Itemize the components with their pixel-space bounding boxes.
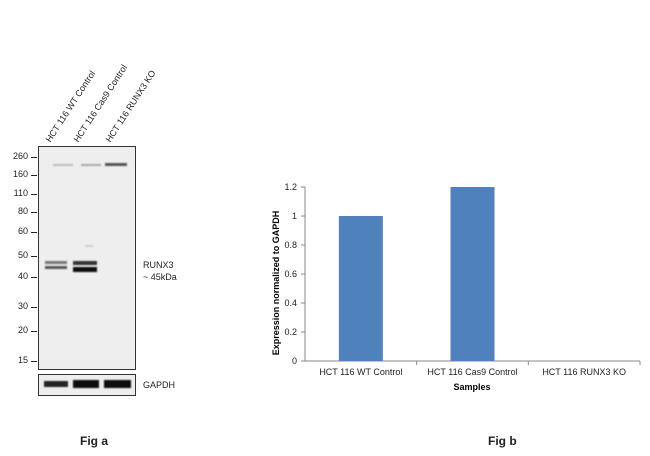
gapdh-label: GAPDH: [143, 380, 176, 390]
y-axis-label: Expression normalized to GAPDH: [271, 211, 281, 356]
mw-marker-40: 40: [17, 271, 28, 281]
band-high-mw-lane3: [105, 163, 127, 166]
lane-label-cas9-control: HCT 116 Cas9 Control: [71, 62, 130, 144]
bar-2: [450, 187, 495, 361]
mw-marker-60: 60: [17, 226, 28, 236]
chart-x-tick-labels: HCT 116 WT Control HCT 116 Cas9 Control HC…: [319, 367, 626, 377]
mw-tick-160: [31, 175, 37, 176]
mw-marker-110: 110: [13, 188, 28, 198]
chart-y-tick-labels: 0 0.2 0.4 0.6 0.8 1 1.2: [284, 182, 297, 366]
band-runx3-lower-lane1: [45, 266, 67, 269]
x-tick-label: HCT 116 RUNX3 KO: [542, 367, 626, 377]
mw-marker-15: 15: [17, 355, 28, 365]
mw-tick-40: [31, 277, 37, 278]
runx3-target-size: ~ 45kDa: [143, 272, 177, 282]
x-tick-label: HCT 116 Cas9 Control: [427, 367, 517, 377]
mw-tick-60: [31, 232, 37, 233]
gapdh-blot-bands: [44, 380, 131, 388]
mw-marker-20: 20: [17, 325, 28, 335]
band-runx3-lower-lane2: [73, 267, 97, 272]
band-gapdh-lane1: [44, 381, 68, 387]
lane-label-wt-control: HCT 116 WT Control: [43, 68, 98, 144]
mw-tick-80: [31, 212, 37, 213]
runx3-blot-bands: [45, 163, 127, 272]
runx3-target-label: RUNX3: [143, 260, 174, 270]
band-runx3-upper-lane1: [45, 261, 67, 264]
bar-1: [338, 216, 383, 361]
mw-tick-30: [31, 307, 37, 308]
y-tick-label: 0.2: [284, 327, 297, 337]
band-runx3-upper-lane2: [73, 261, 97, 265]
mw-marker-260: 260: [12, 151, 28, 161]
runx3-blot: [38, 146, 136, 370]
mw-tick-50: [31, 256, 37, 257]
mw-marker-80: 80: [17, 206, 28, 216]
mw-marker-30: 30: [17, 301, 28, 311]
chart-axes: [301, 186, 641, 365]
y-tick-label: 0.6: [284, 269, 297, 279]
y-tick-label: 0: [292, 356, 297, 366]
mw-tick-110: [31, 194, 37, 195]
band-gapdh-lane2: [73, 380, 99, 388]
band-gapdh-lane3: [104, 380, 131, 388]
fig-b-label: Fig b: [488, 434, 517, 448]
chart-bars: [338, 187, 495, 361]
band-high-mw-lane1: [53, 164, 73, 166]
band-faint-lane2: [85, 245, 93, 247]
mw-marker-50: 50: [17, 250, 28, 260]
mw-tick-15: [31, 361, 37, 362]
mw-tick-260: [31, 157, 37, 158]
y-tick-label: 0.4: [284, 298, 297, 308]
gapdh-blot: [38, 374, 136, 396]
x-tick-label: HCT 116 WT Control: [319, 367, 402, 377]
fig-a-label: Fig a: [80, 434, 109, 448]
mw-marker-160: 160: [12, 169, 28, 179]
y-tick-label: 1.2: [284, 182, 297, 192]
x-axis-label: Samples: [453, 382, 490, 392]
y-tick-label: 1: [292, 211, 297, 221]
mw-tick-20: [31, 331, 37, 332]
band-high-mw-lane2: [81, 164, 101, 166]
y-tick-label: 0.8: [284, 240, 297, 250]
